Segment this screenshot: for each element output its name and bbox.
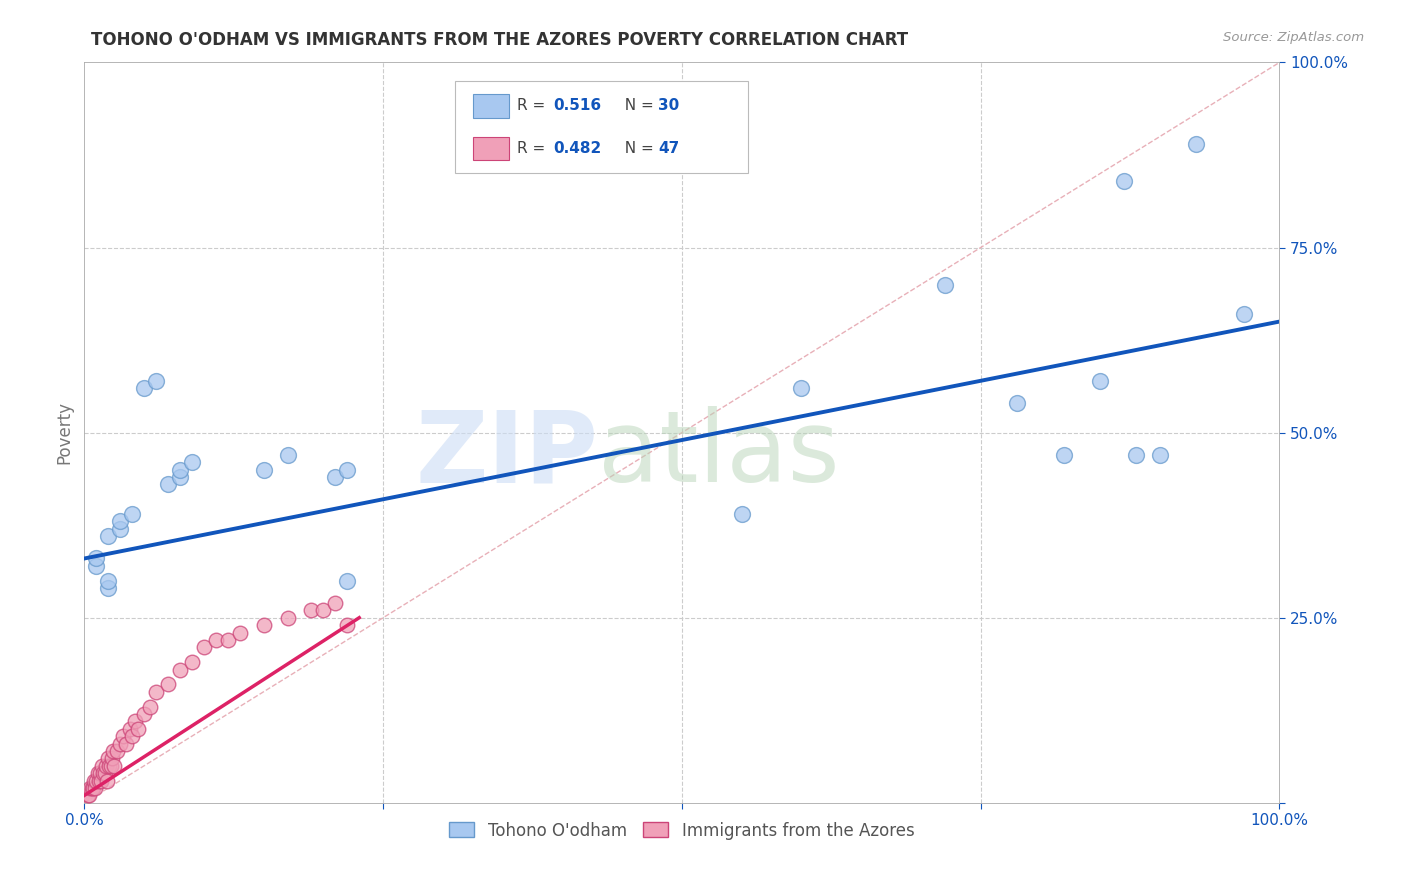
Point [86,551,108,566]
Point [79,780,101,795]
Point [132,706,156,721]
Point [101,751,124,765]
Point [253,618,276,632]
Point [157,677,180,691]
Point [115,737,138,751]
Point [253,462,276,476]
Point [77,789,100,803]
Point [301,603,323,617]
Point [97,529,120,543]
Point [336,618,359,632]
Point [325,596,347,610]
Point [325,470,347,484]
Point [90,773,112,788]
Point [97,751,120,765]
Point [127,722,149,736]
Point [80,780,103,795]
FancyBboxPatch shape [456,81,748,173]
Point [181,455,204,469]
Point [169,462,191,476]
Point [1053,448,1076,462]
Point [1185,136,1208,151]
Point [121,507,143,521]
Point [87,773,110,788]
Point [1090,374,1112,388]
Point [101,744,124,758]
Point [790,381,813,395]
Point [181,655,204,669]
Y-axis label: Poverty: Poverty [55,401,73,464]
Point [1149,448,1171,462]
Point [98,758,121,772]
Text: N =: N = [614,141,658,156]
Point [118,722,141,736]
Point [277,448,299,462]
Text: R =: R = [517,98,550,113]
Point [86,766,108,780]
Point [169,663,191,677]
Text: TOHONO O'ODHAM VS IMMIGRANTS FROM THE AZORES POVERTY CORRELATION CHART: TOHONO O'ODHAM VS IMMIGRANTS FROM THE AZ… [91,31,908,49]
Point [86,558,108,573]
Point [139,699,162,714]
Point [1005,396,1028,410]
Point [100,758,122,772]
Point [103,758,125,772]
Point [193,640,215,655]
Point [205,632,228,647]
Point [934,277,956,292]
Point [277,610,299,624]
Point [1233,307,1256,321]
Point [105,744,128,758]
Point [145,685,167,699]
Text: 47: 47 [658,141,679,156]
Text: 30: 30 [658,98,679,113]
Point [97,574,120,588]
Text: atlas: atlas [599,407,839,503]
Text: ZIP: ZIP [415,407,599,503]
Point [1125,448,1147,462]
Point [93,766,115,780]
Point [83,773,105,788]
Point [312,603,335,617]
Point [1114,174,1136,188]
Point [731,507,754,521]
Text: Source: ZipAtlas.com: Source: ZipAtlas.com [1223,31,1364,45]
Text: 0.516: 0.516 [553,98,600,113]
Point [111,729,134,743]
Point [82,780,104,795]
Point [94,758,117,772]
Point [169,470,191,484]
Bar [472,95,509,118]
Point [91,758,114,772]
Point [93,766,115,780]
Point [132,381,156,395]
Point [229,625,252,640]
Legend: Tohono O'odham, Immigrants from the Azores: Tohono O'odham, Immigrants from the Azor… [443,815,921,847]
Point [157,477,180,491]
Point [97,581,120,595]
Point [110,515,132,529]
Point [96,773,118,788]
Point [110,737,132,751]
Point [89,766,111,780]
Point [121,729,143,743]
Point [124,714,146,729]
Point [84,780,107,795]
Point [336,462,359,476]
Point [110,522,132,536]
Point [336,574,359,588]
Bar [472,136,509,161]
Text: R =: R = [517,141,550,156]
Point [217,632,239,647]
Text: 0.482: 0.482 [553,141,602,156]
Text: N =: N = [614,98,658,113]
Point [145,374,167,388]
Point [86,773,108,788]
Point [77,789,100,803]
